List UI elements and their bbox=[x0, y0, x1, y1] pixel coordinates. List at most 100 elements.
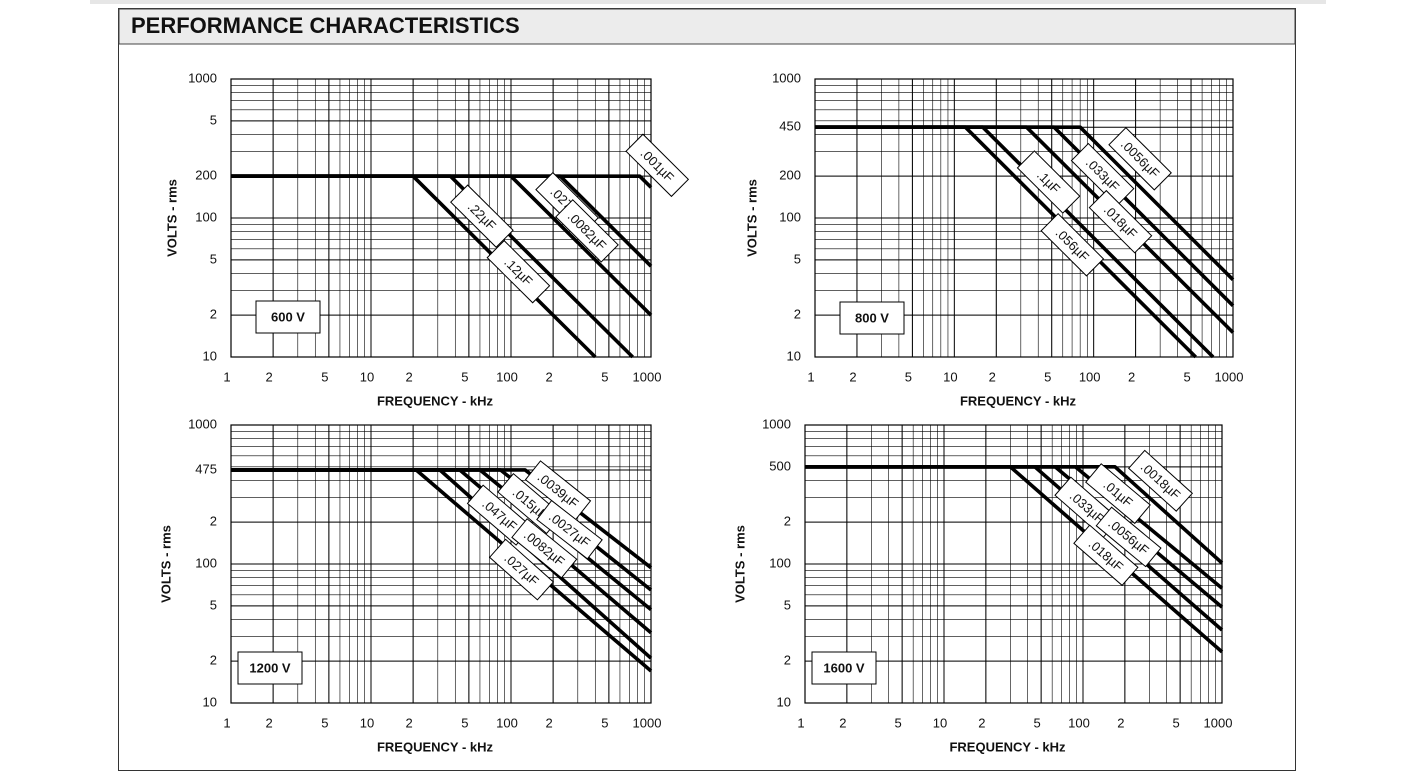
y-tick-label: 200 bbox=[195, 168, 217, 183]
curve-label-box bbox=[536, 499, 603, 560]
y-tick-label: 2 bbox=[794, 307, 801, 322]
y-axis-label: VOLTS - rms bbox=[732, 525, 747, 603]
page-title: PERFORMANCE CHARACTERISTICS bbox=[131, 13, 520, 38]
x-tick-label: 5 bbox=[601, 369, 608, 384]
curve-label-box bbox=[1016, 150, 1081, 214]
curve-label: .0082µF bbox=[555, 199, 619, 263]
y-tick-label: 1000 bbox=[772, 70, 801, 85]
x-tick-label: 100 bbox=[496, 715, 518, 730]
x-tick-label: 2 bbox=[406, 715, 413, 730]
x-tick-label: 5 bbox=[461, 715, 468, 730]
y-tick-label: 10 bbox=[203, 348, 217, 363]
x-tick-label: 1 bbox=[223, 715, 230, 730]
y-tick-label: 5 bbox=[210, 112, 217, 127]
x-tick-label: 2 bbox=[266, 715, 273, 730]
y-tick-label: 100 bbox=[779, 209, 801, 224]
x-tick-label: 5 bbox=[461, 369, 468, 384]
curve-label-box bbox=[486, 239, 551, 304]
top-band bbox=[90, 0, 1326, 4]
curve bbox=[231, 174, 653, 189]
x-tick-label: 1 bbox=[223, 369, 230, 384]
curve-label-box bbox=[1040, 213, 1105, 277]
y-tick-label: 2 bbox=[210, 514, 217, 529]
x-axis-label: FREQUENCY - kHz bbox=[949, 739, 1066, 754]
voltage-box bbox=[839, 301, 905, 335]
x-tick-label: 1000 bbox=[1215, 369, 1244, 384]
voltage-label: 800 V bbox=[855, 310, 889, 325]
curve bbox=[805, 465, 1224, 565]
y-axis-label: VOLTS - rms bbox=[744, 179, 759, 257]
y-tick-label: 10 bbox=[787, 348, 801, 363]
curve-label-box bbox=[555, 199, 619, 263]
y-tick-label: 100 bbox=[769, 555, 791, 570]
y-tick-label: 1000 bbox=[762, 416, 791, 431]
y-tick-label: 1000 bbox=[188, 70, 217, 85]
x-tick-label: 1000 bbox=[633, 369, 662, 384]
y-tick-label: 5 bbox=[794, 251, 801, 266]
x-tick-label: 2 bbox=[1128, 369, 1135, 384]
y-tick-label: 5 bbox=[784, 597, 791, 612]
voltage-label: 1200 V bbox=[249, 660, 291, 675]
x-tick-label: 5 bbox=[1034, 715, 1041, 730]
y-tick-label: 450 bbox=[779, 119, 801, 134]
frame bbox=[118, 8, 1296, 771]
y-tick-label: 100 bbox=[195, 555, 217, 570]
x-tick-label: 1000 bbox=[633, 715, 662, 730]
y-tick-label: 10 bbox=[203, 694, 217, 709]
x-tick-label: 5 bbox=[895, 715, 902, 730]
y-axis-label: VOLTS - rms bbox=[164, 179, 179, 257]
y-tick-label: 2 bbox=[210, 307, 217, 322]
x-tick-label: 1000 bbox=[1204, 715, 1233, 730]
curve-label-box bbox=[1127, 449, 1194, 512]
y-tick-label: 100 bbox=[195, 209, 217, 224]
y-tick-label: 2 bbox=[210, 653, 217, 668]
x-tick-label: 2 bbox=[406, 369, 413, 384]
x-tick-label: 5 bbox=[1183, 369, 1190, 384]
x-tick-label: 2 bbox=[839, 715, 846, 730]
x-tick-label: 100 bbox=[496, 369, 518, 384]
x-tick-label: 2 bbox=[546, 715, 553, 730]
voltage-box bbox=[237, 651, 303, 685]
curve-label-box bbox=[1108, 127, 1172, 191]
y-tick-label: 2 bbox=[784, 653, 791, 668]
x-tick-label: 5 bbox=[905, 369, 912, 384]
curve-label-box bbox=[450, 184, 514, 248]
voltage-label: 1600 V bbox=[823, 660, 865, 675]
x-tick-label: 10 bbox=[933, 715, 947, 730]
y-tick-label: 5 bbox=[210, 251, 217, 266]
x-tick-label: 1 bbox=[807, 369, 814, 384]
x-tick-label: 10 bbox=[943, 369, 957, 384]
voltage-box bbox=[255, 300, 321, 334]
plot-border bbox=[804, 424, 1223, 704]
curve-label-box bbox=[1085, 463, 1151, 525]
curve-label-box bbox=[625, 133, 690, 198]
x-tick-label: 100 bbox=[1068, 715, 1090, 730]
plot-border bbox=[814, 78, 1234, 358]
x-tick-label: 1 bbox=[797, 715, 804, 730]
curve-label-box bbox=[524, 460, 592, 521]
y-tick-label: 2 bbox=[784, 514, 791, 529]
x-axis-label: FREQUENCY - kHz bbox=[960, 393, 1077, 408]
x-tick-label: 5 bbox=[601, 715, 608, 730]
curve-label-box bbox=[1088, 189, 1153, 254]
x-tick-label: 2 bbox=[266, 369, 273, 384]
curve bbox=[231, 468, 653, 570]
curve-label-box bbox=[1095, 506, 1162, 568]
x-tick-label: 10 bbox=[360, 369, 374, 384]
x-tick-label: 5 bbox=[1173, 715, 1180, 730]
x-tick-label: 5 bbox=[321, 369, 328, 384]
y-tick-label: 5 bbox=[210, 597, 217, 612]
x-tick-label: 100 bbox=[1079, 369, 1101, 384]
y-tick-label: 200 bbox=[779, 168, 801, 183]
y-tick-label: 1000 bbox=[188, 416, 217, 431]
x-tick-label: 2 bbox=[1117, 715, 1124, 730]
plot-border bbox=[230, 78, 652, 358]
y-axis-label: VOLTS - rms bbox=[158, 525, 173, 603]
x-tick-label: 2 bbox=[989, 369, 996, 384]
y-tick-label: 500 bbox=[769, 458, 791, 473]
curve bbox=[815, 125, 1235, 281]
x-tick-label: 10 bbox=[360, 715, 374, 730]
x-tick-label: 5 bbox=[1044, 369, 1051, 384]
x-tick-label: 5 bbox=[321, 715, 328, 730]
